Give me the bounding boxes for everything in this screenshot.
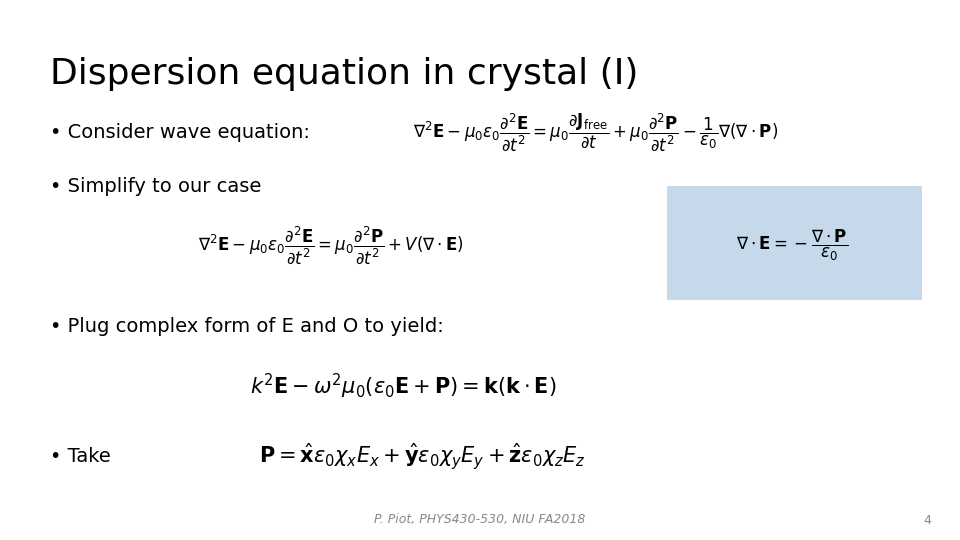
Text: Dispersion equation in crystal (I): Dispersion equation in crystal (I) (50, 57, 638, 91)
Text: $\nabla\cdot\mathbf{E} = -\dfrac{\nabla\cdot\mathbf{P}}{\epsilon_0}$: $\nabla\cdot\mathbf{E} = -\dfrac{\nabla\… (736, 228, 848, 264)
Text: 4: 4 (924, 514, 931, 526)
FancyBboxPatch shape (667, 186, 922, 300)
Text: • Consider wave equation:: • Consider wave equation: (50, 123, 310, 142)
Text: • Plug complex form of E and O to yield:: • Plug complex form of E and O to yield: (50, 317, 444, 336)
Text: $\mathbf{P} = \hat{\mathbf{x}}\epsilon_0\chi_x E_x + \hat{\mathbf{y}}\epsilon_0\: $\mathbf{P} = \hat{\mathbf{x}}\epsilon_0… (259, 441, 586, 471)
Text: $k^2\mathbf{E} - \omega^2\mu_0\left(\epsilon_0\mathbf{E}+\mathbf{P}\right) = \ma: $k^2\mathbf{E} - \omega^2\mu_0\left(\eps… (250, 372, 557, 401)
Text: • Simplify to our case: • Simplify to our case (50, 177, 261, 196)
Text: P. Piot, PHYS430-530, NIU FA2018: P. Piot, PHYS430-530, NIU FA2018 (374, 514, 586, 526)
Text: • Take: • Take (50, 447, 110, 466)
Text: $\nabla^2\mathbf{E} - \mu_0\epsilon_0\dfrac{\partial^2\mathbf{E}}{\partial t^2} : $\nabla^2\mathbf{E} - \mu_0\epsilon_0\df… (199, 225, 464, 266)
Text: $\nabla^2\mathbf{E} - \mu_0\epsilon_0\dfrac{\partial^2\mathbf{E}}{\partial t^2} : $\nabla^2\mathbf{E} - \mu_0\epsilon_0\df… (413, 112, 778, 153)
